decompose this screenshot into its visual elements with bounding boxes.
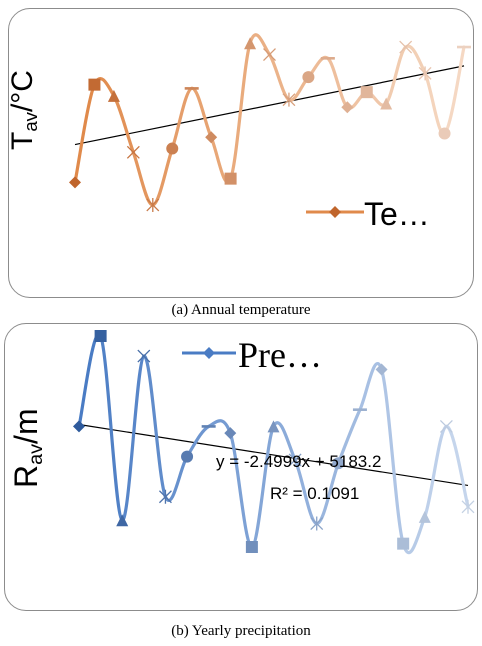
data-point [69, 176, 81, 189]
chart-frame-precipitation [4, 323, 478, 611]
data-point [158, 489, 172, 504]
data-point [397, 537, 410, 550]
data-point [457, 45, 471, 49]
trendline [78, 423, 469, 487]
trendline [74, 65, 465, 146]
legend-marker [203, 347, 215, 359]
series-line-segment [99, 334, 124, 522]
series-line-segment [77, 332, 103, 429]
data-point [438, 127, 451, 140]
data-point [166, 142, 179, 155]
series-line-segment [142, 354, 168, 499]
data-point [418, 66, 432, 81]
chart-frame-temperature [8, 8, 474, 298]
data-point [282, 92, 296, 107]
chart-panel-temperature: Tav/°C Te… (a) Annual temperature [0, 0, 482, 320]
data-point [107, 89, 120, 102]
data-point [88, 78, 101, 91]
temperature-plot [69, 33, 471, 218]
legend-label-temperature: Te… [364, 196, 430, 232]
series-line-segment [73, 83, 97, 184]
series-line-segment [404, 44, 427, 75]
series-line-segment [271, 421, 297, 462]
series-line-segment [315, 461, 340, 526]
data-point [267, 420, 280, 433]
series-line-segment [379, 367, 405, 546]
data-point [126, 145, 140, 159]
data-point [205, 131, 218, 144]
series-line-segment [131, 150, 155, 207]
series-line-segment [358, 361, 384, 412]
series-line-segment [444, 424, 470, 509]
data-point [375, 363, 388, 376]
data-point [263, 48, 276, 62]
data-point [288, 453, 302, 467]
series-line-segment [151, 146, 174, 207]
precipitation-plot [73, 330, 475, 555]
data-point [399, 40, 413, 54]
series-line-segment [248, 33, 272, 57]
trend-equation: y = -2.4999x + 5183.2 [216, 452, 382, 471]
series-line-segment [384, 45, 408, 106]
data-point [461, 499, 475, 514]
data-point [73, 420, 85, 433]
data-point [94, 330, 107, 342]
data-point [245, 541, 258, 553]
legend-marker [329, 206, 341, 218]
data-point [201, 425, 216, 428]
series-line-segment [170, 86, 194, 151]
data-point [439, 419, 453, 433]
series-line-segment [423, 424, 448, 519]
series-line-segment [229, 41, 252, 181]
data-point [184, 87, 199, 90]
caption-temperature: (a) Annual temperature [171, 302, 311, 318]
data-point [310, 516, 324, 531]
caption-precipitation: (b) Yearly precipitation [171, 623, 311, 639]
data-point [181, 450, 194, 463]
series-line-segment [267, 52, 291, 102]
data-point [224, 427, 237, 440]
data-point [224, 172, 237, 185]
data-point [244, 37, 257, 50]
series-line-segment [442, 45, 466, 136]
data-point [332, 457, 345, 470]
data-point [116, 514, 129, 527]
data-point [418, 510, 431, 523]
data-point [380, 97, 393, 110]
data-point [352, 408, 367, 411]
series-line-segment [423, 71, 447, 136]
chart-panel-precipitation: Rav/m Pre… y = -2.4999x + 5183.2 R² = 0.… [0, 320, 482, 646]
data-point [137, 349, 151, 363]
data-point [146, 197, 160, 212]
series-line-segment [190, 86, 213, 139]
r-squared: R² = 0.1091 [270, 484, 360, 503]
series-line-segment [120, 354, 146, 522]
series-line-segment [326, 56, 349, 109]
series-line-segment [112, 94, 135, 154]
data-point [302, 71, 315, 84]
legend-label-precipitation: Pre… [238, 335, 322, 375]
data-point [360, 86, 373, 99]
data-point [320, 57, 335, 60]
data-point [341, 101, 354, 114]
